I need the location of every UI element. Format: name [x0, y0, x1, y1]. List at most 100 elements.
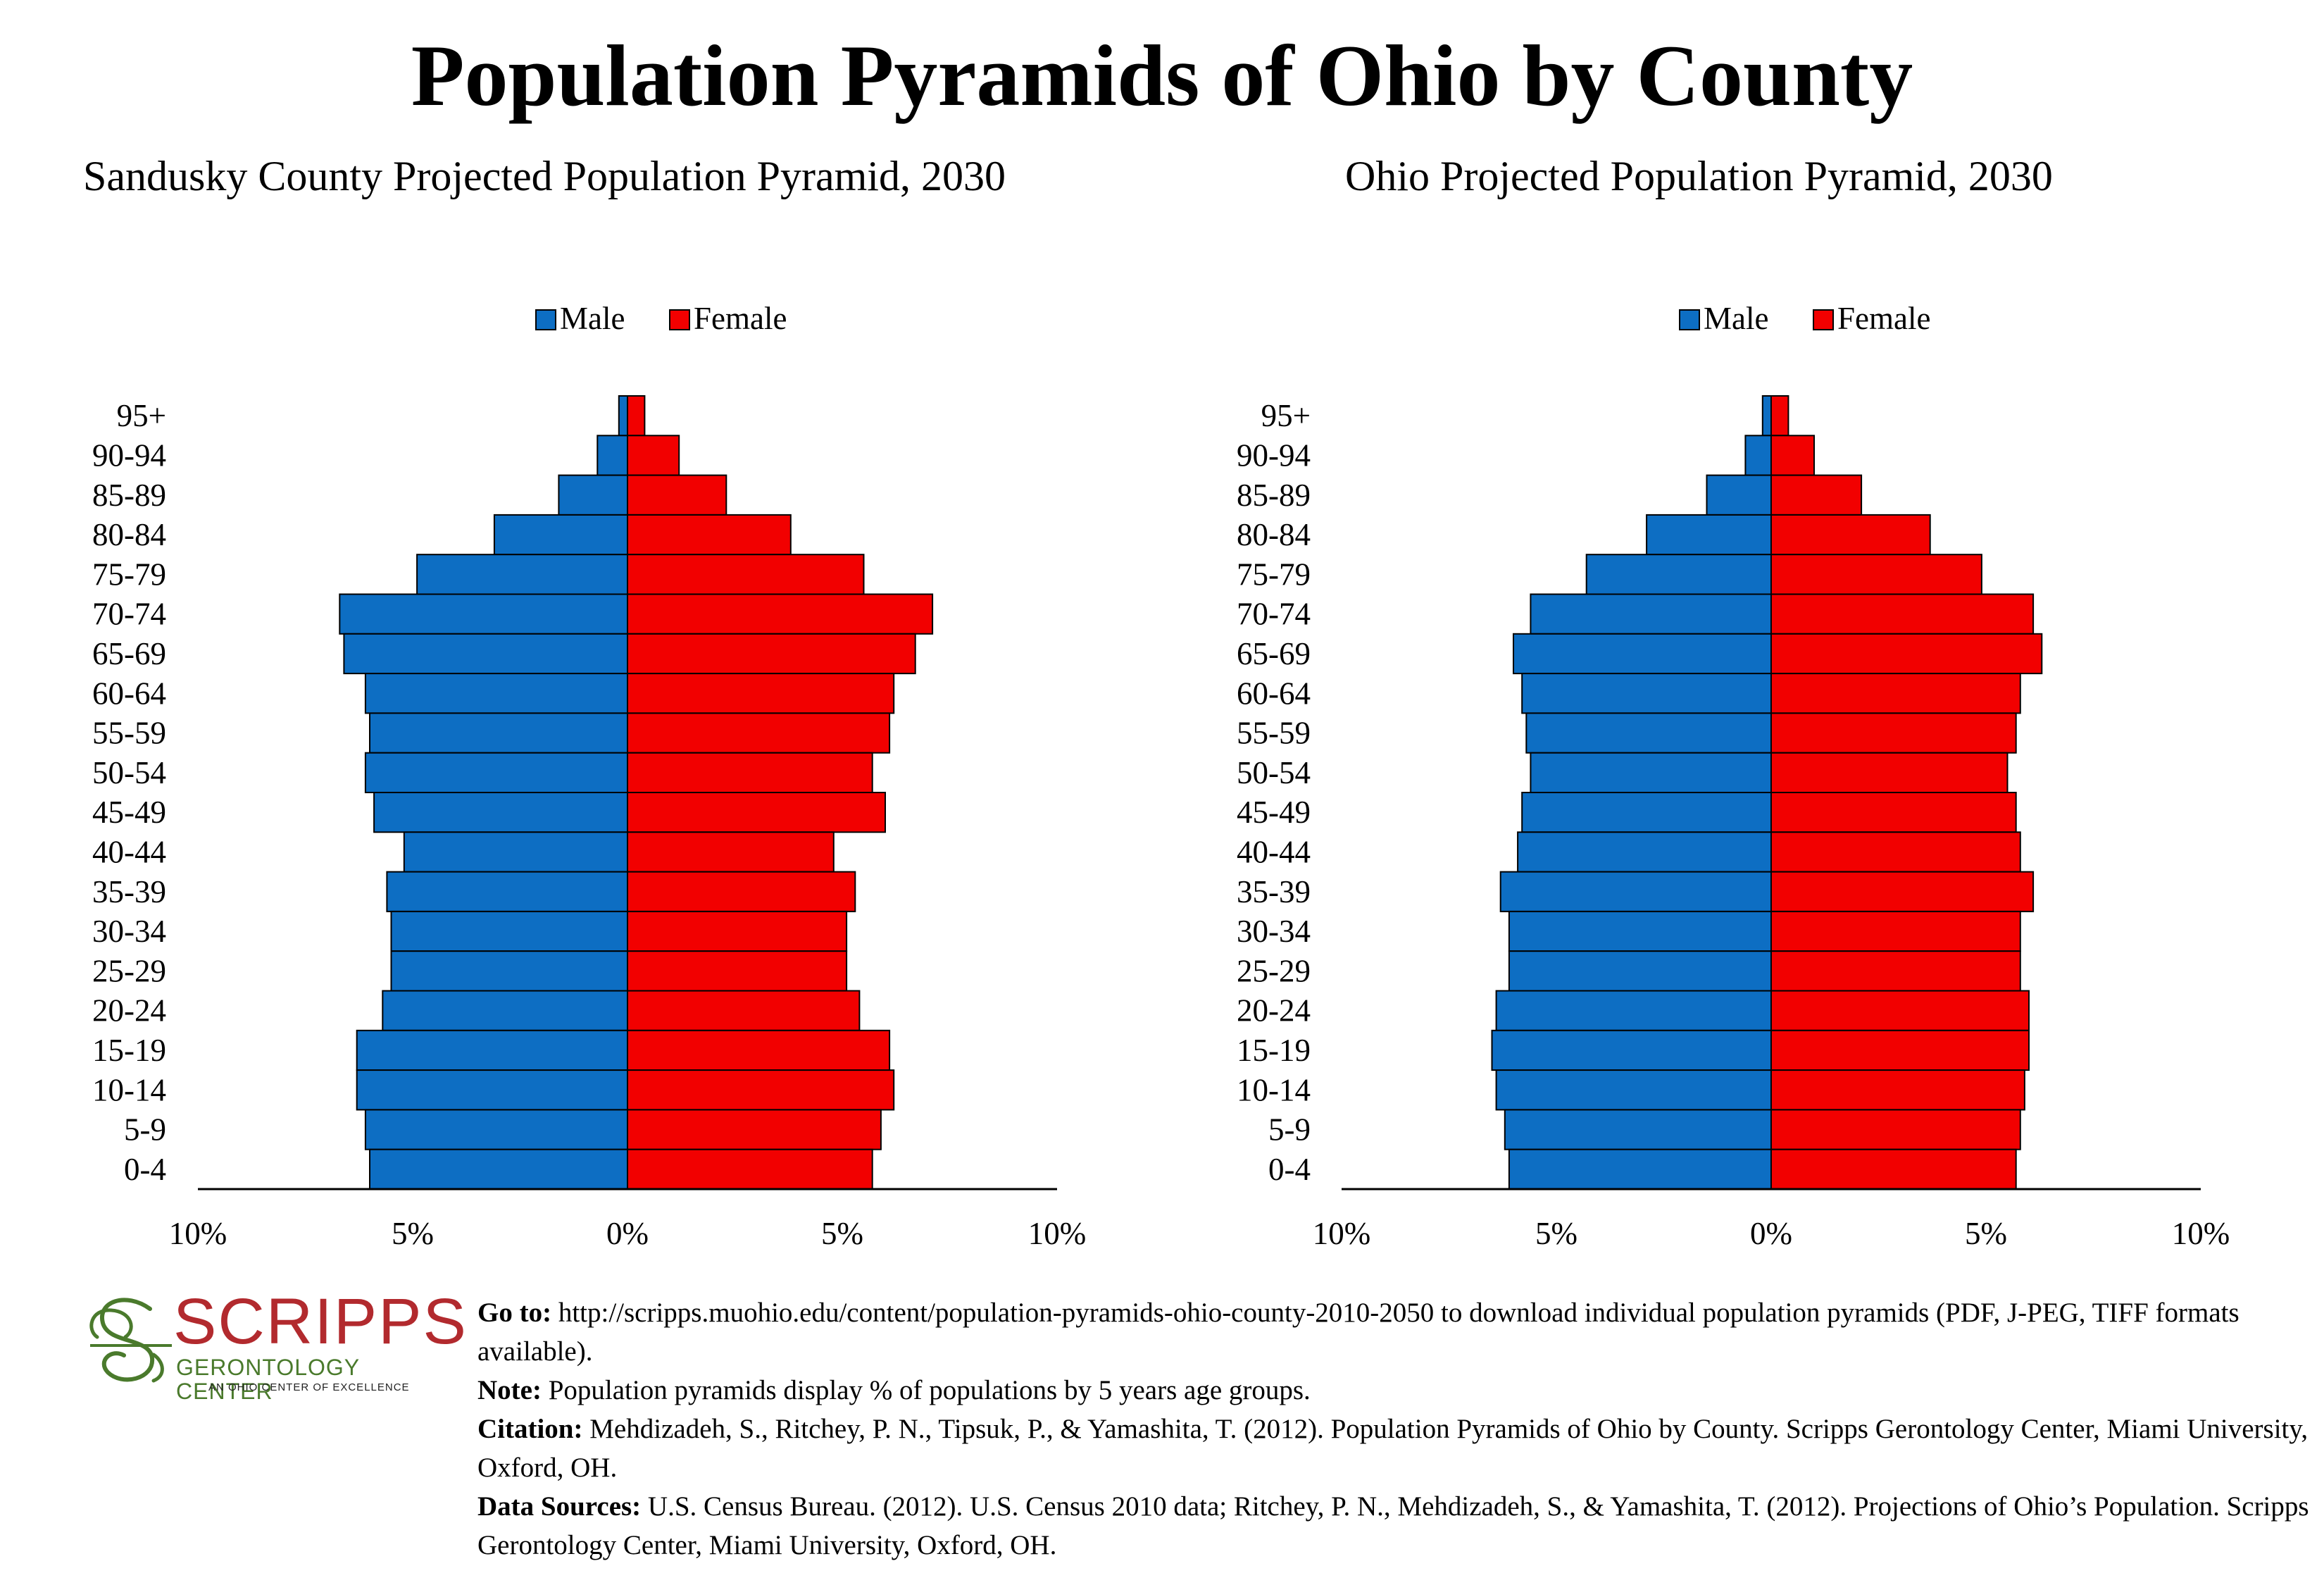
bar-male-5-9 — [364, 1109, 629, 1150]
age-label: 50-54 — [92, 755, 166, 790]
x-tick-label: 10% — [169, 1216, 227, 1251]
bar-male-30-34 — [390, 910, 628, 952]
age-label: 65-69 — [92, 636, 166, 671]
bar-male-0-4 — [1508, 1148, 1772, 1190]
bar-female-90-94 — [627, 435, 680, 476]
age-label: 50-54 — [1237, 755, 1311, 790]
age-label: 10-14 — [1237, 1072, 1311, 1107]
bar-female-25-29 — [1770, 950, 2021, 992]
legend-swatch-male — [535, 309, 556, 330]
bar-female-85-89 — [627, 474, 727, 516]
bar-male-15-19 — [356, 1029, 628, 1071]
legend-label-female: Female — [1837, 301, 1930, 336]
chart-legend: Male Female — [535, 301, 787, 336]
age-label: 70-74 — [92, 597, 166, 632]
bar-male-35-39 — [386, 871, 629, 912]
bar-female-20-24 — [1770, 990, 2030, 1031]
legend-swatch-female — [669, 309, 690, 330]
age-label: 65-69 — [1237, 636, 1311, 671]
age-label: 30-34 — [1237, 914, 1311, 949]
age-label: 40-44 — [92, 834, 166, 869]
bar-male-30-34 — [1508, 910, 1772, 952]
bar-female-35-39 — [1770, 871, 2035, 912]
bar-female-50-54 — [627, 752, 873, 793]
age-label: 80-84 — [92, 517, 166, 552]
bar-female-15-19 — [1770, 1029, 2030, 1071]
bar-male-90-94 — [1744, 435, 1772, 476]
bar-female-55-59 — [627, 712, 891, 754]
bar-female-0-4 — [1770, 1148, 2017, 1190]
age-label: 85-89 — [1237, 478, 1311, 513]
bar-female-0-4 — [627, 1148, 873, 1190]
bar-female-60-64 — [1770, 673, 2021, 714]
bar-female-95+ — [627, 395, 646, 437]
bar-male-40-44 — [1517, 831, 1773, 873]
age-label: 35-39 — [1237, 874, 1311, 909]
x-tick-label: 5% — [1965, 1216, 2007, 1251]
footer-citation: Citation: Mehdizadeh, S., Ritchey, P. N.… — [477, 1414, 2309, 1483]
age-label: 95+ — [117, 398, 166, 433]
bar-male-20-24 — [382, 990, 628, 1031]
bar-male-95+ — [1761, 395, 1773, 437]
age-label: 90-94 — [1237, 437, 1311, 473]
logo-tagline: AN OHIO CENTER OF EXCELLENCE — [208, 1381, 410, 1393]
age-label: 80-84 — [1237, 517, 1311, 552]
x-tick-label: 5% — [821, 1216, 863, 1251]
age-label: 40-44 — [1237, 834, 1311, 869]
age-label: 30-34 — [92, 914, 166, 949]
chart-legend: Male Female — [1679, 301, 1930, 336]
chart-subtitle: Sandusky County Projected Population Pyr… — [83, 153, 1006, 199]
bar-male-60-64 — [1521, 673, 1772, 714]
bar-female-45-49 — [1770, 792, 2017, 833]
age-label: 20-24 — [1237, 993, 1311, 1028]
age-label: 0-4 — [1268, 1152, 1311, 1187]
bar-male-50-54 — [1530, 752, 1772, 793]
bar-male-55-59 — [369, 712, 628, 754]
x-tick-label: 10% — [1313, 1216, 1371, 1251]
age-label: 25-29 — [92, 953, 166, 988]
age-label: 60-64 — [1237, 676, 1311, 711]
bar-male-25-29 — [390, 950, 628, 992]
bar-male-90-94 — [596, 435, 628, 476]
age-label: 15-19 — [1237, 1033, 1311, 1068]
bar-male-65-69 — [1513, 633, 1772, 675]
x-tick-label: 5% — [392, 1216, 434, 1251]
bar-female-25-29 — [627, 950, 848, 992]
age-label: 25-29 — [1237, 953, 1311, 988]
bar-male-80-84 — [1646, 514, 1773, 556]
bar-male-85-89 — [1706, 474, 1772, 516]
bar-female-90-94 — [1770, 435, 1815, 476]
bar-female-40-44 — [1770, 831, 2021, 873]
age-label: 55-59 — [92, 716, 166, 751]
age-label: 5-9 — [1268, 1112, 1311, 1148]
scripps-swirl-icon — [89, 1298, 172, 1383]
bar-male-10-14 — [1495, 1069, 1773, 1111]
x-tick-label: 0% — [606, 1216, 649, 1251]
bar-male-25-29 — [1508, 950, 1772, 992]
age-label: 90-94 — [92, 437, 166, 473]
bar-male-5-9 — [1504, 1109, 1773, 1150]
bar-female-70-74 — [627, 593, 934, 635]
legend-label-male: Male — [1704, 301, 1768, 336]
legend-label-female: Female — [694, 301, 787, 336]
bar-male-0-4 — [369, 1148, 628, 1190]
legend-swatch-female — [1813, 309, 1834, 330]
bar-female-50-54 — [1770, 752, 2008, 793]
bar-male-20-24 — [1495, 990, 1773, 1031]
bar-male-45-49 — [373, 792, 628, 833]
bar-female-15-19 — [627, 1029, 891, 1071]
age-label: 60-64 — [92, 676, 166, 711]
bar-male-35-39 — [1499, 871, 1772, 912]
bar-female-5-9 — [627, 1109, 882, 1150]
age-label: 95+ — [1261, 398, 1311, 433]
bar-female-10-14 — [627, 1069, 895, 1111]
bar-male-40-44 — [403, 831, 628, 873]
age-label: 85-89 — [92, 478, 166, 513]
bar-female-65-69 — [1770, 633, 2043, 675]
age-label: 45-49 — [92, 795, 166, 830]
bar-male-50-54 — [364, 752, 629, 793]
bar-male-75-79 — [1585, 554, 1772, 595]
bar-female-70-74 — [1770, 593, 2035, 635]
bar-female-35-39 — [627, 871, 856, 912]
legend-label-male: Male — [560, 301, 625, 336]
